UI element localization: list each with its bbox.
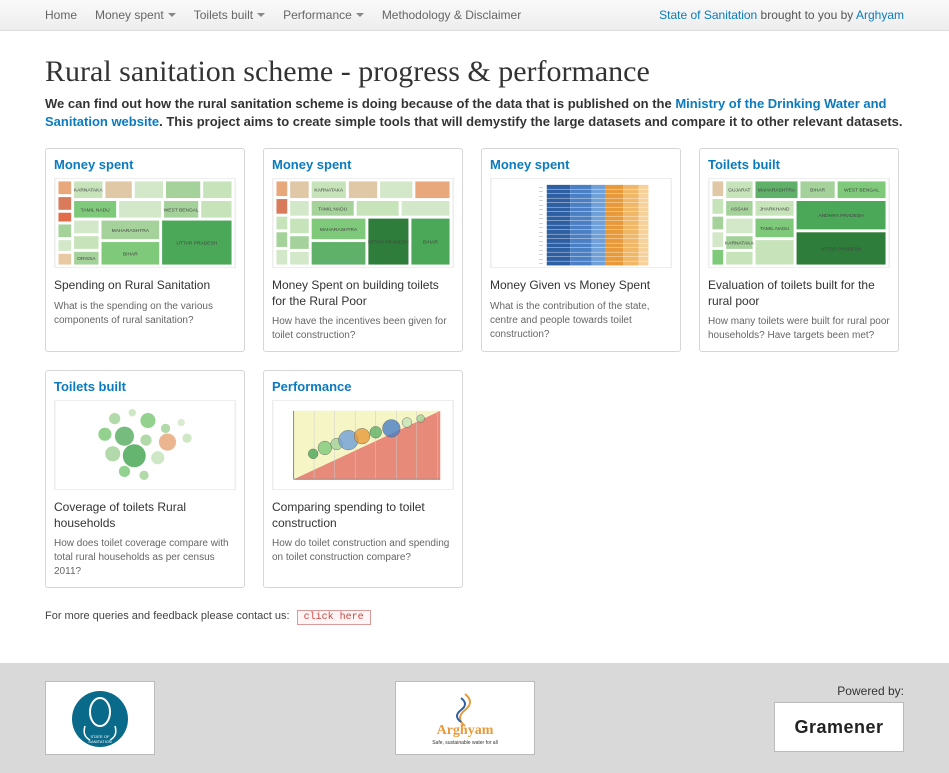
nav-item-money-spent[interactable]: Money spent bbox=[95, 8, 176, 22]
card-desc: What is the spending on the various comp… bbox=[54, 300, 236, 328]
contact-click-here-button[interactable]: click here bbox=[297, 610, 371, 625]
sos-logo-box[interactable]: STATE OF SANITATION bbox=[45, 681, 155, 755]
svg-text:UTTAR PRADESH: UTTAR PRADESH bbox=[368, 240, 409, 246]
arghyam-link[interactable]: Arghyam bbox=[856, 8, 904, 22]
card-0[interactable]: Money spent KARNATAKA TAMIL NADU WEST BENGA… bbox=[45, 148, 245, 352]
svg-text:TAMIL NADU: TAMIL NADU bbox=[318, 206, 347, 212]
chevron-down-icon bbox=[257, 13, 265, 17]
navbar: Home Money spent Toilets built Performanc… bbox=[0, 0, 949, 31]
card-thumb: —————————————————— bbox=[490, 178, 672, 268]
svg-text:ANDHRA PRADESH: ANDHRA PRADESH bbox=[818, 213, 864, 219]
svg-text:Safe, sustainable water for al: Safe, sustainable water for all bbox=[432, 740, 498, 746]
arghyam-logo-box[interactable]: Arghyam Safe, sustainable water for all bbox=[395, 681, 535, 755]
svg-text:Arghyam: Arghyam bbox=[436, 723, 493, 738]
card-title: Money Given vs Money Spent bbox=[490, 278, 672, 294]
powered-by-block: Powered by: Gramener bbox=[774, 684, 904, 752]
svg-text:TAMIL NADU: TAMIL NADU bbox=[81, 207, 110, 213]
card-thumb bbox=[272, 400, 454, 490]
svg-text:WEST BENGAL: WEST BENGAL bbox=[164, 207, 199, 213]
nav-item-performance[interactable]: Performance bbox=[283, 8, 364, 22]
main-container: Rural sanitation scheme - progress & per… bbox=[0, 31, 949, 645]
nav-item-toilets-built[interactable]: Toilets built bbox=[194, 8, 265, 22]
svg-text:MAHARASHTRA: MAHARASHTRA bbox=[112, 228, 150, 234]
intro-text: We can find out how the rural sanitation… bbox=[45, 95, 904, 130]
card-category: Money spent bbox=[272, 157, 454, 172]
card-desc: How does toilet coverage compare with to… bbox=[54, 537, 236, 579]
nav-left: Home Money spent Toilets built Performanc… bbox=[45, 8, 521, 22]
svg-text:JHARKHAND: JHARKHAND bbox=[760, 206, 790, 212]
contact-line: For more queries and feedback please con… bbox=[45, 610, 904, 625]
card-grid: Money spent KARNATAKA TAMIL NADU WEST BENGA… bbox=[45, 148, 904, 588]
intro-part2: . This project aims to create simple too… bbox=[159, 114, 902, 129]
chevron-down-icon bbox=[168, 13, 176, 17]
card-title: Comparing spending to toilet constructio… bbox=[272, 500, 454, 531]
nav-item-methodology-disclaimer[interactable]: Methodology & Disclaimer bbox=[382, 8, 521, 22]
card-4[interactable]: Toilets built Coverage of toilets Rural h… bbox=[45, 370, 245, 588]
contact-text: For more queries and feedback please con… bbox=[45, 610, 290, 622]
intro-part1: We can find out how the rural sanitation… bbox=[45, 96, 675, 111]
svg-text:MAHARASHTRA: MAHARASHTRA bbox=[758, 188, 796, 194]
card-thumb: KARNATAKA TAMIL NADU MAHARASHTRA UTTAR PRAD… bbox=[272, 178, 454, 268]
page-title: Rural sanitation scheme - progress & per… bbox=[45, 55, 904, 89]
svg-text:UTTAR PRADESH: UTTAR PRADESH bbox=[176, 241, 217, 247]
card-3[interactable]: Toilets built GUJARAT MAHARASHTRA BIHAR WEST… bbox=[699, 148, 899, 352]
state-of-sanitation-icon: STATE OF SANITATION bbox=[65, 688, 135, 748]
gramener-logo-box[interactable]: Gramener bbox=[774, 702, 904, 752]
svg-text:BIHAR: BIHAR bbox=[810, 188, 825, 194]
svg-text:MAHARASHTRA: MAHARASHTRA bbox=[320, 227, 358, 233]
tagline-mid: brought to you by bbox=[757, 8, 856, 22]
card-title: Evaluation of toilets built for the rura… bbox=[708, 278, 890, 309]
state-of-sanitation-link[interactable]: State of Sanitation bbox=[659, 8, 757, 22]
card-thumb: GUJARAT MAHARASHTRA BIHAR WEST BENGAL ASSAM J… bbox=[708, 178, 890, 268]
svg-text:ASSAM: ASSAM bbox=[731, 206, 748, 212]
svg-text:—: — bbox=[539, 260, 543, 265]
card-title: Spending on Rural Sanitation bbox=[54, 278, 236, 294]
card-desc: What is the contribution of the state, c… bbox=[490, 300, 672, 342]
svg-text:ORISSA: ORISSA bbox=[77, 256, 96, 262]
arghyam-logo-icon: Arghyam Safe, sustainable water for all bbox=[405, 688, 525, 748]
svg-text:KARNATAKA: KARNATAKA bbox=[314, 188, 344, 194]
card-category: Toilets built bbox=[708, 157, 890, 172]
svg-text:UTTAR PRADESH: UTTAR PRADESH bbox=[821, 246, 862, 252]
card-desc: How do toilet construction and spending … bbox=[272, 537, 454, 565]
card-5[interactable]: Performance Comparing spending to toilet … bbox=[263, 370, 463, 588]
svg-text:GUJARAT: GUJARAT bbox=[728, 188, 750, 194]
card-desc: How have the incentives been given for t… bbox=[272, 315, 454, 343]
card-thumb bbox=[54, 400, 236, 490]
svg-text:KARNATAKA: KARNATAKA bbox=[74, 188, 104, 194]
card-desc: How many toilets were built for rural po… bbox=[708, 315, 890, 343]
card-1[interactable]: Money spent KARNATAKA TAMIL NADU MAHARASHTR… bbox=[263, 148, 463, 352]
svg-text:BIHAR: BIHAR bbox=[123, 251, 138, 257]
chevron-down-icon bbox=[356, 13, 364, 17]
footer: STATE OF SANITATION Arghyam Safe, sustai… bbox=[0, 663, 949, 773]
svg-text:KARNATAKA: KARNATAKA bbox=[725, 241, 755, 247]
card-category: Money spent bbox=[54, 157, 236, 172]
nav-item-home[interactable]: Home bbox=[45, 8, 77, 22]
gramener-logo-text: Gramener bbox=[794, 717, 883, 738]
svg-text:BIHAR: BIHAR bbox=[423, 240, 438, 246]
nav-tagline: State of Sanitation brought to you by Ar… bbox=[659, 8, 904, 22]
card-category: Toilets built bbox=[54, 379, 236, 394]
svg-text:TAMIL NADU: TAMIL NADU bbox=[760, 226, 789, 232]
svg-text:WEST BENGAL: WEST BENGAL bbox=[844, 188, 879, 194]
card-category: Performance bbox=[272, 379, 454, 394]
powered-by-label: Powered by: bbox=[774, 684, 904, 698]
card-category: Money spent bbox=[490, 157, 672, 172]
card-thumb: KARNATAKA TAMIL NADU WEST BENGAL MAHARASHTR… bbox=[54, 178, 236, 268]
card-title: Coverage of toilets Rural households bbox=[54, 500, 236, 531]
card-title: Money Spent on building toilets for the … bbox=[272, 278, 454, 309]
card-2[interactable]: Money spent —————————————————— Money Given… bbox=[481, 148, 681, 352]
svg-text:SANITATION: SANITATION bbox=[88, 739, 112, 744]
